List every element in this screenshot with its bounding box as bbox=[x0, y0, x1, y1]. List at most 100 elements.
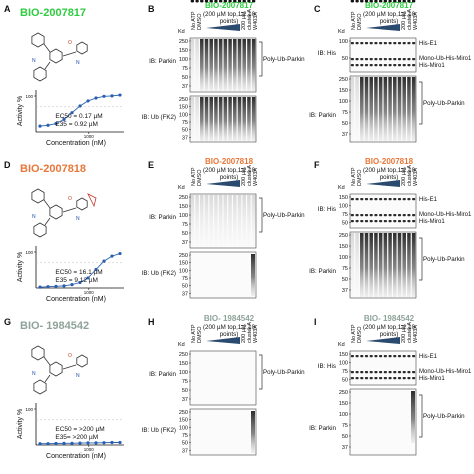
row-3-right-his-band bbox=[379, 371, 383, 374]
row-2-right-blot-parkin-frame bbox=[349, 231, 417, 299]
row-1-mid-blot-ub-lane bbox=[233, 97, 237, 141]
row-1-mid-blot-ub-frame bbox=[189, 95, 257, 143]
row-1-mid-compound-title: BIO-2007817 bbox=[205, 1, 254, 10]
row-2-dose-response-xlabel: Concentration (nM) bbox=[46, 296, 106, 303]
row-3-right-his-band bbox=[374, 371, 378, 374]
row-1-mid-blot-parkin-lane bbox=[242, 39, 246, 91]
row-1-right-his-band bbox=[350, 58, 354, 61]
row-2-right-his-band bbox=[412, 198, 416, 201]
row-1-mid-blot-ub-lane bbox=[247, 97, 251, 141]
row-3-dose-response-point bbox=[86, 441, 90, 445]
row-2-mid-blot-ub-mw-label: 75 bbox=[182, 276, 188, 282]
row-2-mid-blot-parkin-lane bbox=[233, 195, 237, 247]
row-3-right-blot-parkin-mw-label: 37 bbox=[342, 445, 348, 451]
row-3-dose-response-point bbox=[70, 441, 74, 445]
row-2-dose-response-point bbox=[54, 284, 58, 288]
row-2-mid-lane-200um: 200 µM bbox=[241, 167, 247, 186]
row-2-right-his-band bbox=[364, 220, 369, 223]
row-2-mid-lane-cluster: cluster A bbox=[247, 165, 253, 186]
row-2-right-blot-his-frame bbox=[349, 193, 417, 229]
row-3-right-his-band bbox=[402, 355, 406, 358]
row-3-dose-response-point bbox=[94, 441, 98, 445]
row-1-right-his-band bbox=[383, 58, 387, 61]
row-2-mid-blot-ub-mw-label: 250 bbox=[179, 253, 188, 259]
row-3-right-lane-dmso: DMSO bbox=[357, 326, 363, 343]
row-2-mid-blot-ub-mw-label: 150 bbox=[179, 261, 188, 267]
row-1-dose-response-point bbox=[110, 94, 114, 98]
row-1-right-blot-parkin-lane bbox=[393, 77, 397, 141]
row-1-right-his-band bbox=[412, 42, 416, 45]
row-2-right-lane-cluster: cluster A bbox=[407, 165, 413, 186]
row-3-right-parkin-band bbox=[374, 0, 378, 3]
row-3-mid-blot-parkin-mw-label: 50 bbox=[182, 388, 188, 394]
row-1-right-blot-parkin-mw-label: 75 bbox=[342, 110, 348, 116]
row-3-mid-blot-parkin-mw-label: 250 bbox=[179, 352, 188, 358]
row-2-right-his-band bbox=[402, 220, 406, 223]
row-1-right-blot-parkin-lane bbox=[388, 77, 392, 141]
row-3-mid-blot-parkin-mw-label: 100 bbox=[179, 370, 188, 376]
row-1-mid-blot-ub-mw-label: 250 bbox=[179, 97, 188, 103]
row-3-band-label-his-e1: His-E1 bbox=[419, 354, 438, 360]
row-1-mid-blot-parkin-lane bbox=[237, 39, 242, 91]
structure-bond bbox=[62, 364, 77, 370]
row-3-mid-parkin-band bbox=[214, 0, 218, 3]
row-2-band-label-his-miro1: His-Miro1 bbox=[419, 219, 445, 225]
row-1-right-blot-parkin-frame bbox=[349, 75, 417, 143]
row-3-right-his-band bbox=[355, 355, 359, 358]
row-1-right-his-band bbox=[407, 64, 411, 67]
row-3-mid-parkin-band bbox=[190, 0, 194, 3]
row-2-right-his-band bbox=[379, 214, 383, 217]
row-3-dose-response-ec50: EC50 = >200 µM bbox=[55, 426, 104, 433]
row-1-dose-response-point bbox=[86, 99, 90, 103]
structure-bond bbox=[43, 356, 51, 366]
row-1-mid-blot-parkin-lane bbox=[195, 39, 199, 91]
row-1-mid-blot-parkin-mw-label: 75 bbox=[182, 66, 188, 72]
row-1-mid-blot-parkin-label: IB: Parkin bbox=[149, 58, 176, 65]
row-2-right-blot-his-mw-label: 100 bbox=[339, 204, 348, 210]
row-3-right-his-band bbox=[397, 355, 402, 358]
row-3-right-parkin-band bbox=[364, 0, 369, 3]
structure-atom-label: O bbox=[68, 196, 72, 202]
row-1-mid-blot-parkin-mw-label: 50 bbox=[182, 75, 188, 81]
row-1-right-his-band bbox=[369, 58, 373, 61]
row-3-mid-parkin-band bbox=[223, 0, 227, 3]
row-1-mid-blot-ub-mw-label: 50 bbox=[182, 128, 188, 134]
row-1-dose-response-point bbox=[94, 96, 98, 100]
row-2-mid-poly-ub-bracket-label: Poly-Ub-Parkin bbox=[263, 212, 305, 219]
row-3-dose-response-point bbox=[46, 442, 50, 446]
row-2-dose-response-point bbox=[46, 285, 50, 289]
row-3-mid-blot-parkin-mw-label: 37 bbox=[182, 397, 188, 403]
row-1-right-poly-ub-bracket-label: Poly-Ub-Parkin bbox=[423, 100, 465, 107]
row-1-right-his-band bbox=[407, 58, 411, 61]
row-3-right-blot-parkin-mw-label: 250 bbox=[339, 390, 348, 396]
row-3-mid-blot-ub-mw-label: 37 bbox=[182, 448, 188, 454]
row-1-dose-response-point bbox=[46, 123, 50, 127]
row-3-mid-blot-ub-mw-label: 50 bbox=[182, 441, 188, 447]
row-3-right-his-band bbox=[379, 355, 383, 358]
row-1-right-blot-parkin-lane bbox=[397, 77, 402, 141]
row-2-right-his-band bbox=[397, 214, 402, 217]
row-3-right-blot-parkin-mw-label: 50 bbox=[342, 434, 348, 440]
row-1-right-his-band bbox=[393, 58, 397, 61]
structure-ring bbox=[33, 379, 47, 395]
row-2-right-blot-parkin-lane bbox=[378, 233, 383, 297]
row-2-right-lane-noatp: No ATP bbox=[351, 167, 357, 186]
structure-ring bbox=[33, 66, 47, 82]
row-2-dose-response-ytick-label: 100 bbox=[25, 250, 33, 255]
row-2-right-blot-parkin-label: IB: Parkin bbox=[309, 268, 336, 275]
structure-bond bbox=[43, 43, 51, 53]
structure-ring bbox=[49, 48, 63, 64]
row-1-mid-blot-parkin-mw-label: 250 bbox=[179, 39, 188, 45]
row-1-right-his-band bbox=[379, 58, 383, 61]
row-2-right-blot-parkin-mw-label: 250 bbox=[339, 233, 348, 239]
row-1-dose-response-point bbox=[78, 104, 82, 108]
row-1-right-his-band bbox=[369, 42, 373, 45]
row-1-mid-blot-ub-mw-label: 100 bbox=[179, 112, 188, 118]
row-2-right-his-band bbox=[412, 214, 416, 217]
row-3-right-his-band bbox=[360, 377, 364, 380]
row-1-mid-blot-parkin-lane bbox=[190, 39, 195, 91]
row-3-right-parkin-band bbox=[412, 0, 416, 3]
row-1-right-his-band bbox=[374, 42, 378, 45]
row-2-panel-letter-mid: E bbox=[148, 160, 154, 170]
row-2-mid-kd-label: Kd bbox=[178, 185, 185, 191]
